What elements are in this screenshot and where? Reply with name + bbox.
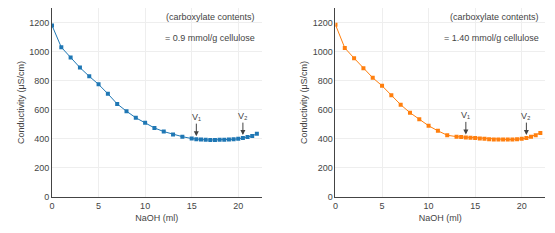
svg-text:Conductivity (μS/cm): Conductivity (μS/cm) [299,61,309,144]
svg-text:(carboxylate contents): (carboxylate contents) [450,12,539,22]
svg-text:1200: 1200 [313,18,333,28]
svg-text:15: 15 [470,201,480,211]
svg-text:Conductivity (μS/cm): Conductivity (μS/cm) [16,61,26,144]
svg-text:= 0.9 mmol/g cellulose: = 0.9 mmol/g cellulose [165,33,255,43]
svg-text:0: 0 [328,192,333,202]
svg-text:10: 10 [140,201,150,211]
svg-text:600: 600 [318,105,333,115]
svg-text:(carboxylate contents): (carboxylate contents) [166,12,255,22]
svg-text:NaOH (ml): NaOH (ml) [135,213,178,223]
svg-text:0: 0 [49,201,54,211]
svg-text:200: 200 [34,163,49,173]
svg-text:V₁: V₁ [461,110,470,120]
svg-text:400: 400 [34,134,49,144]
svg-text:800: 800 [318,76,333,86]
svg-text:15: 15 [187,201,197,211]
svg-text:1000: 1000 [313,47,333,57]
svg-text:NaOH (ml): NaOH (ml) [419,213,462,223]
svg-text:400: 400 [318,134,333,144]
svg-text:= 1.40 mmol/g cellulose: = 1.40 mmol/g cellulose [444,33,539,43]
svg-text:600: 600 [34,105,49,115]
svg-text:V₁: V₁ [192,112,201,122]
svg-text:V₂: V₂ [521,111,531,121]
svg-text:0: 0 [333,201,338,211]
svg-text:5: 5 [380,201,385,211]
svg-text:20: 20 [517,201,527,211]
svg-text:20: 20 [233,201,243,211]
svg-text:800: 800 [34,76,49,86]
svg-text:1200: 1200 [29,18,49,28]
svg-text:200: 200 [318,163,333,173]
svg-text:10: 10 [424,201,434,211]
svg-text:V₂: V₂ [238,111,248,121]
svg-text:0: 0 [44,192,49,202]
svg-text:1000: 1000 [29,47,49,57]
svg-text:5: 5 [96,201,101,211]
